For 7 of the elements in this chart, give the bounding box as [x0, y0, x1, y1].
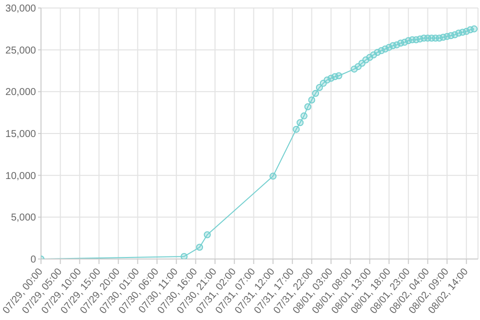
y-tick-label: 5,000	[10, 212, 36, 224]
y-tick-label: 30,000	[5, 4, 36, 15]
y-tick-label: 20,000	[5, 87, 36, 98]
y-tick-label: 10,000	[5, 170, 36, 182]
y-tick-label: 0	[30, 254, 36, 266]
y-tick-label: 25,000	[5, 45, 36, 56]
y-tick-label: 15,000	[5, 129, 36, 140]
